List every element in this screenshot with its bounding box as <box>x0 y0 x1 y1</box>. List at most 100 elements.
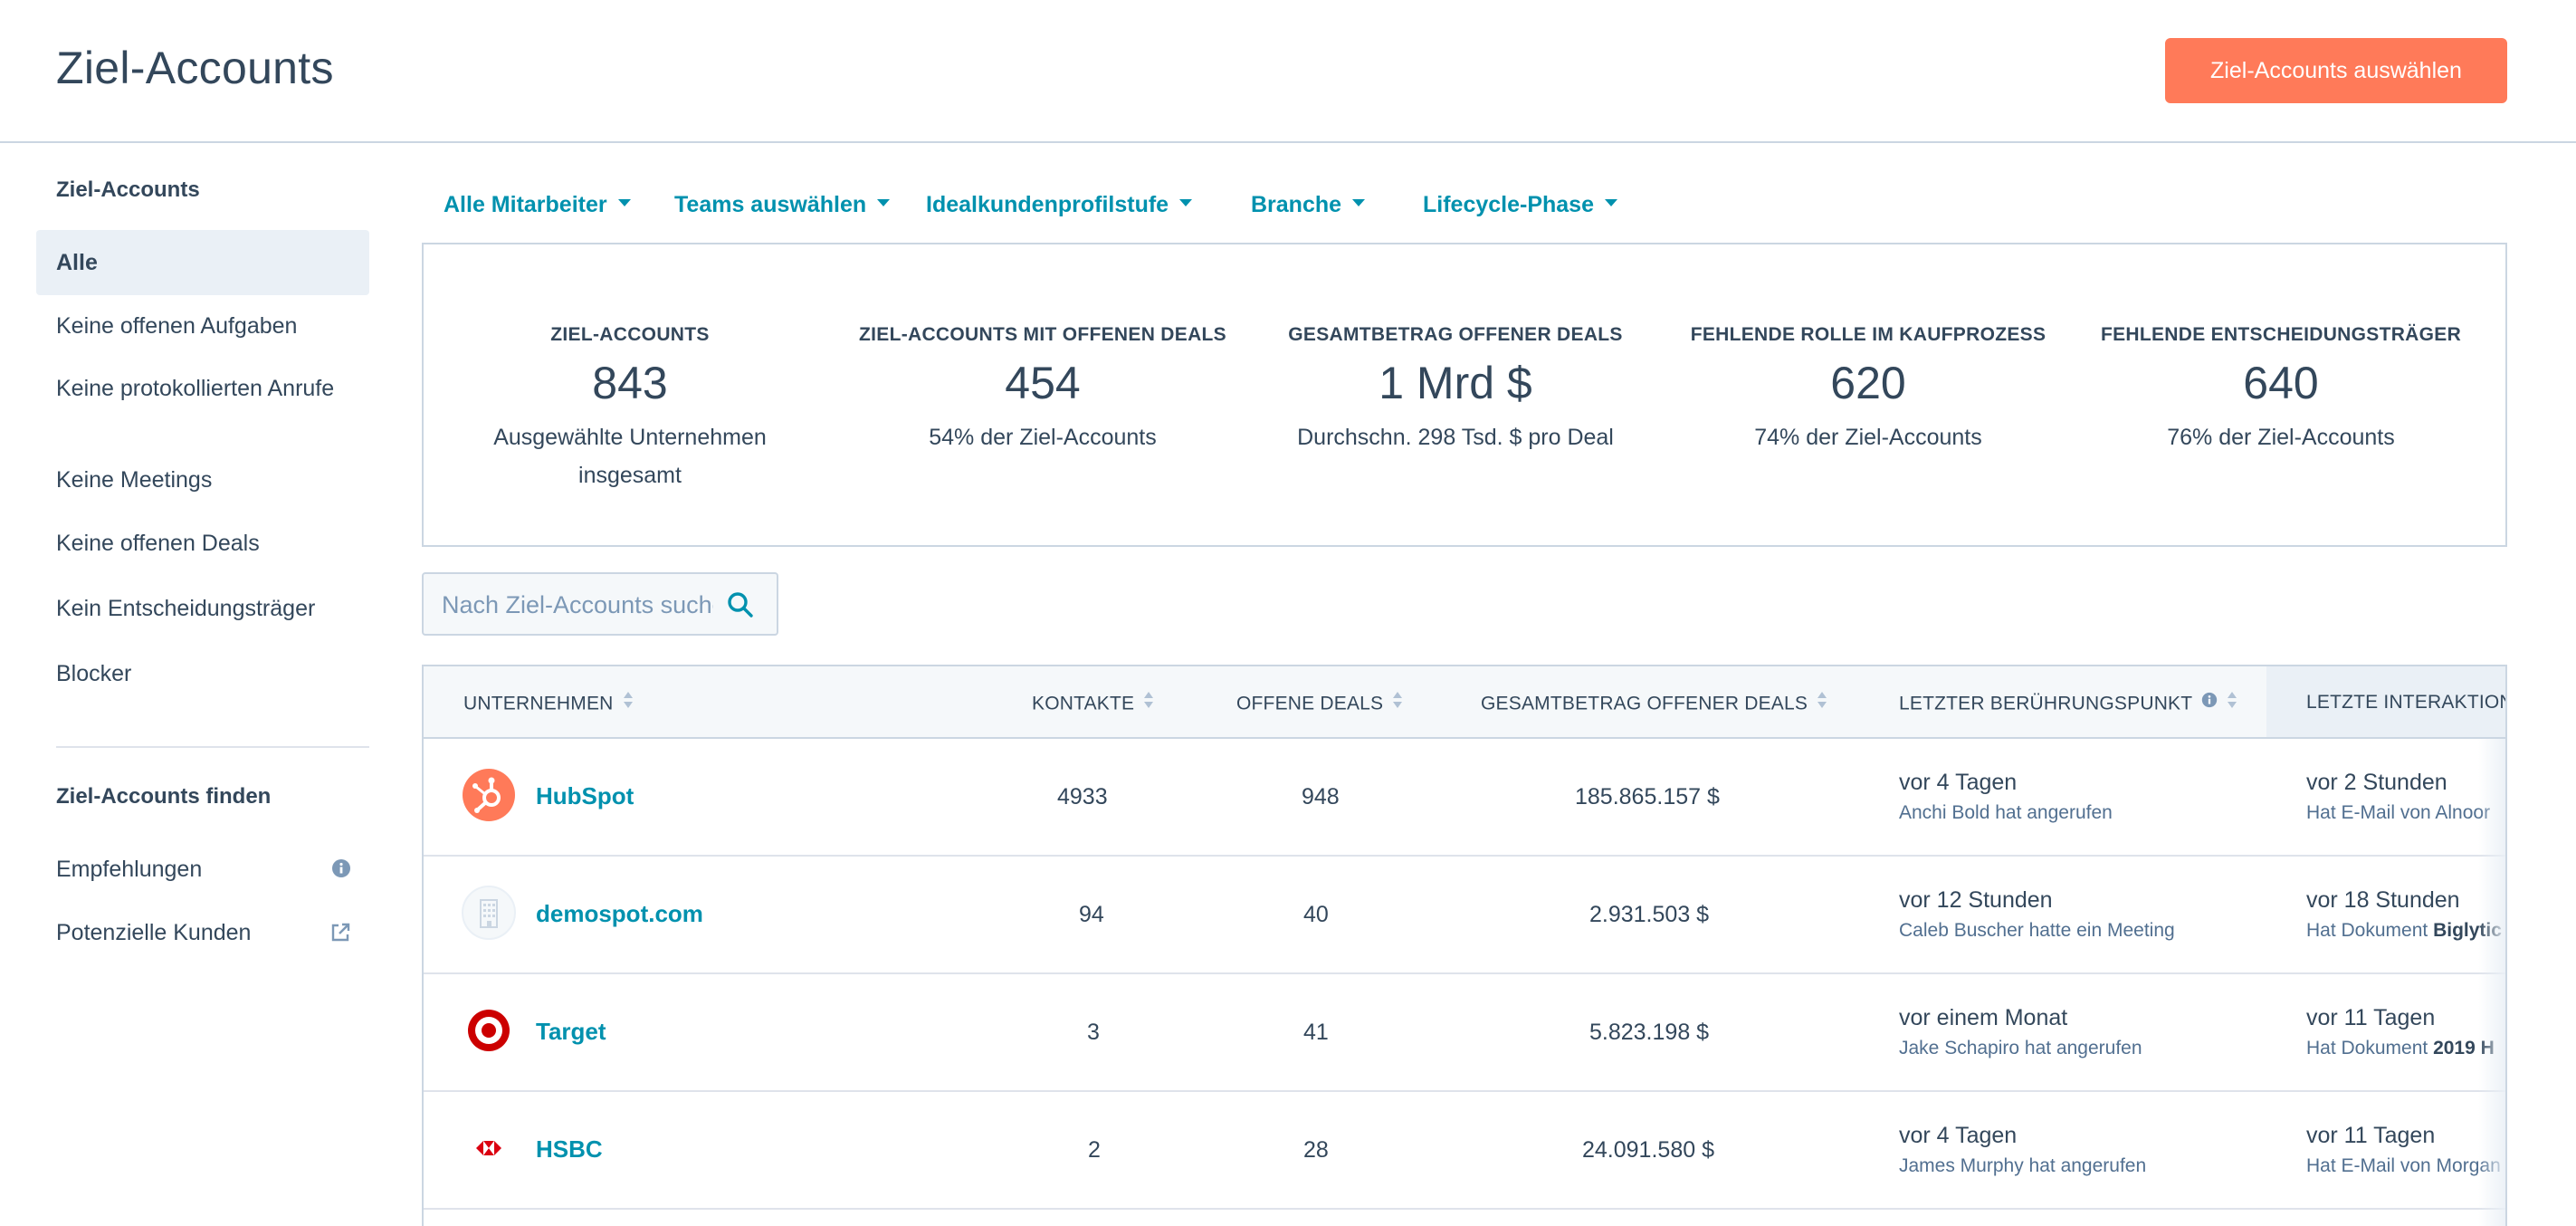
company-link[interactable]: demospot.com <box>536 900 703 927</box>
sort-icon <box>1392 690 1403 715</box>
last-interaction-detail: Hat E-Mail von Alnoor <box>2306 802 2491 823</box>
company-link[interactable]: HSBC <box>536 1135 603 1163</box>
last-touchpoint-time: vor 4 Tagen <box>1899 770 2018 795</box>
search-box <box>422 572 778 636</box>
column-label: Gesamtbetrag offener Deals <box>1481 693 1808 714</box>
sidebar-item-kein-entscheidungstraeger[interactable]: Kein Entscheidungsträger <box>56 596 316 621</box>
sort-icon <box>623 690 634 715</box>
stat-ziel-accounts: Ziel-Accounts 843 Ausgewählte Unternehme… <box>424 324 836 494</box>
stat-value: 640 <box>2243 358 2319 408</box>
select-target-accounts-button[interactable]: Ziel-Accounts auswählen <box>2165 38 2507 103</box>
table-row[interactable]: HubSpot 4933 948 185.865.157 $ vor 4 Tag… <box>424 739 2505 857</box>
filter-label: Idealkundenprofilstufe <box>926 192 1169 217</box>
column-header-kontakte[interactable]: Kontakte <box>1032 692 1154 717</box>
last-interaction-time: vor 2 Stunden <box>2306 770 2447 795</box>
page-title: Ziel-Accounts <box>56 43 334 93</box>
last-touchpoint-detail: Caleb Buscher hatte ein Meeting <box>1899 920 2175 941</box>
horizontal-scroll-fade <box>2478 739 2505 1226</box>
caret-down-icon <box>1179 199 1193 207</box>
sidebar-item-alle[interactable]: Alle <box>36 230 369 295</box>
filter-teams[interactable]: Teams auswählen <box>674 192 891 218</box>
last-interaction-detail: Hat Dokument Biglytic <box>2306 920 2502 942</box>
filter-label: Branche <box>1251 192 1342 217</box>
last-touchpoint-time: vor einem Monat <box>1899 1005 2068 1030</box>
sidebar-item-keine-offenen-deals[interactable]: Keine offenen Deals <box>56 531 260 556</box>
last-touchpoint-detail: James Murphy hat angerufen <box>1899 1155 2147 1176</box>
table-row[interactable]: HSBC 2 28 24.091.580 $ vor 4 Tagen James… <box>424 1092 2505 1210</box>
target-accounts-table: Unternehmen Kontakte Offene Deals Gesamt… <box>422 665 2507 1226</box>
column-header-letzter-beruehrungspunkt[interactable]: Letzter Berührungspunkt <box>1899 692 2237 717</box>
stat-label: Ziel-Accounts <box>550 324 710 345</box>
last-touchpoint-time: vor 4 Tagen <box>1899 1123 2018 1148</box>
sidebar-section-title-find: Ziel-Accounts finden <box>56 784 272 809</box>
sidebar-item-blocker[interactable]: Blocker <box>56 661 132 686</box>
filter-alle-mitarbeiter[interactable]: Alle Mitarbeiter <box>444 192 631 218</box>
filter-lifecycle-phase[interactable]: Lifecycle-Phase <box>1423 192 1617 218</box>
sidebar-item-potenzielle-kunden[interactable]: Potenzielle Kunden <box>36 920 369 945</box>
column-header-unternehmen[interactable]: Unternehmen <box>463 692 634 717</box>
filter-idealkundenprofilstufe[interactable]: Idealkundenprofilstufe <box>926 192 1193 218</box>
filter-branche[interactable]: Branche <box>1251 192 1366 218</box>
sidebar-item-keine-meetings[interactable]: Keine Meetings <box>56 467 213 493</box>
external-link-icon <box>329 922 351 949</box>
sidebar-item-label: Potenzielle Kunden <box>56 920 252 945</box>
company-link[interactable]: HubSpot <box>536 782 634 809</box>
column-header-offene-deals[interactable]: Offene Deals <box>1236 692 1403 717</box>
search-icon[interactable] <box>726 590 755 624</box>
sidebar-item-keine-offenen-aufgaben[interactable]: Keine offenen Aufgaben <box>56 313 298 339</box>
table-header: Unternehmen Kontakte Offene Deals Gesamt… <box>424 666 2507 739</box>
hubspot-logo <box>462 768 516 822</box>
caret-down-icon <box>1352 199 1366 207</box>
contacts-count: 3 <box>1087 1020 1100 1045</box>
stat-value: 1 Mrd $ <box>1379 358 1532 408</box>
column-header-letzte-interaktion[interactable]: Letzte Interaktion <box>2306 692 2507 713</box>
open-deals-count: 41 <box>1303 1020 1329 1045</box>
filter-label: Lifecycle-Phase <box>1423 192 1594 217</box>
column-label: Unternehmen <box>463 693 614 714</box>
last-touchpoint-detail: Jake Schapiro hat angerufen <box>1899 1038 2142 1058</box>
last-touchpoint-detail: Anchi Bold hat angerufen <box>1899 802 2113 823</box>
open-deals-count: 40 <box>1303 902 1329 927</box>
stat-subtext: 76% der Ziel-Accounts <box>2167 425 2395 450</box>
open-deals-amount: 185.865.157 $ <box>1575 784 1720 809</box>
caret-down-icon <box>877 199 891 207</box>
sidebar-divider <box>56 746 369 748</box>
filter-label: Alle Mitarbeiter <box>444 192 607 217</box>
sidebar-item-empfehlungen[interactable]: Empfehlungen <box>36 857 369 882</box>
stat-fehlende-entscheidungstraeger: Fehlende Entscheidungsträger 640 76% der… <box>2075 324 2487 456</box>
filter-label: Teams auswählen <box>674 192 867 217</box>
last-interaction-detail: Hat E-Mail von Morgan <box>2306 1155 2501 1176</box>
page-header: Ziel-Accounts Ziel-Accounts auswählen <box>0 0 2576 143</box>
detail-prefix: Hat Dokument <box>2306 1038 2428 1058</box>
hsbc-logo <box>462 1121 516 1175</box>
stat-value: 620 <box>1830 358 1906 408</box>
last-touchpoint-time: vor 12 Stunden <box>1899 887 2053 913</box>
sidebar-item-label: Empfehlungen <box>56 857 203 882</box>
stat-gesamtbetrag: Gesamtbetrag offener Deals 1 Mrd $ Durch… <box>1249 324 1662 456</box>
stat-label: Fehlende Entscheidungsträger <box>2100 324 2462 345</box>
summary-stats-card: Ziel-Accounts 843 Ausgewählte Unternehme… <box>422 243 2507 547</box>
caret-down-icon <box>1605 199 1617 207</box>
table-row[interactable]: Target 3 41 5.823.198 $ vor einem Monat … <box>424 974 2505 1092</box>
sort-icon <box>1143 690 1154 715</box>
last-interaction-detail: Hat Dokument 2019 H <box>2306 1038 2495 1059</box>
sidebar: Ziel-Accounts Alle Keine offenen Aufgabe… <box>0 145 398 1226</box>
stat-subtext: 74% der Ziel-Accounts <box>1754 425 1982 450</box>
info-icon <box>2201 692 2218 714</box>
open-deals-amount: 5.823.198 $ <box>1589 1020 1710 1045</box>
column-header-gesamtbetrag[interactable]: Gesamtbetrag offener Deals <box>1481 692 1827 717</box>
company-link[interactable]: Target <box>536 1018 606 1045</box>
table-row[interactable]: demospot.com 94 40 2.931.503 $ vor 12 St… <box>424 857 2505 974</box>
contacts-count: 2 <box>1088 1137 1101 1163</box>
stat-fehlende-rolle: Fehlende Rolle im Kaufprozess 620 74% de… <box>1662 324 2075 456</box>
stat-value: 454 <box>1005 358 1081 408</box>
column-label: Letzter Berührungspunkt <box>1899 693 2193 714</box>
sort-icon <box>1817 690 1827 715</box>
column-label: Offene Deals <box>1236 693 1384 714</box>
open-deals-count: 948 <box>1302 784 1340 809</box>
caret-down-icon <box>617 199 631 207</box>
search-input[interactable] <box>440 587 715 623</box>
sidebar-item-keine-protokollierten-anrufe[interactable]: Keine protokollierten Anrufe <box>56 376 335 401</box>
building-icon <box>462 886 516 940</box>
open-deals-count: 28 <box>1303 1137 1329 1163</box>
